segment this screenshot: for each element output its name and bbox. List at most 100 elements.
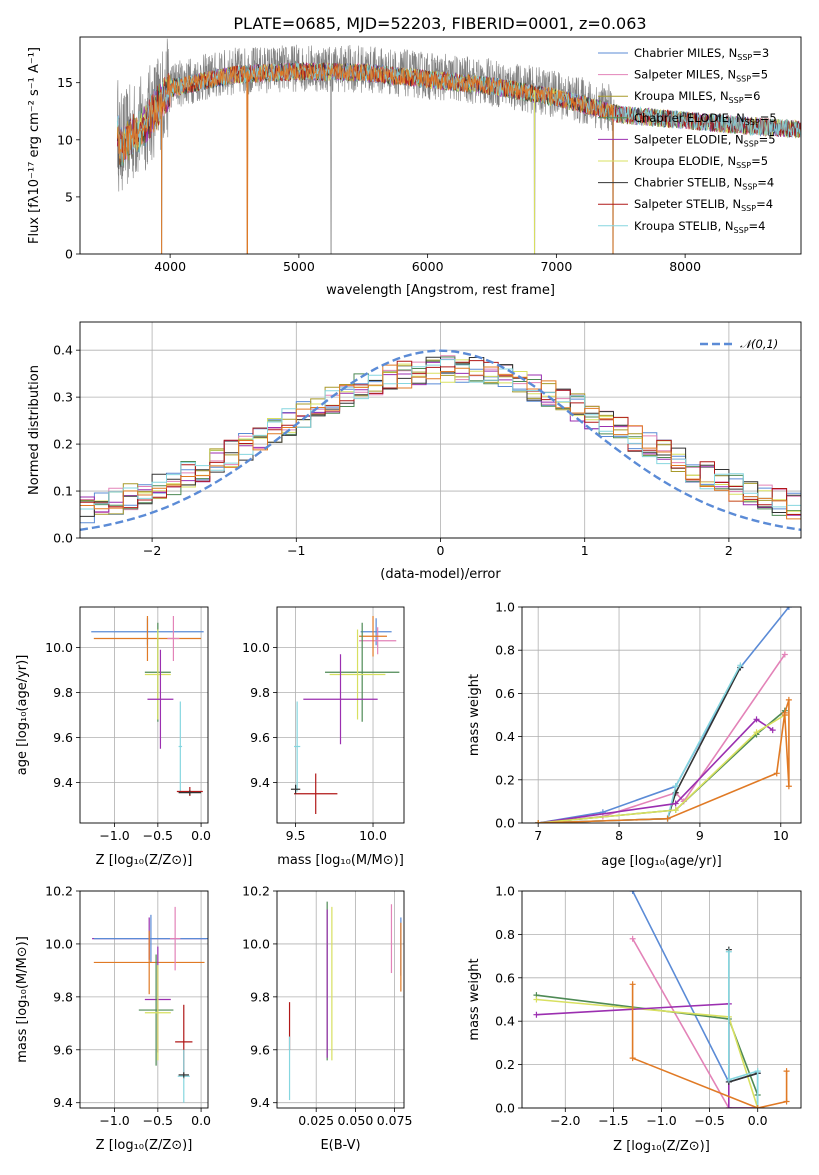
series [535,712,788,823]
y-tick-label: 0.2 [495,1057,515,1072]
figure-title: PLATE=0685, MJD=52203, FIBERID=0001, z=0… [233,14,646,33]
x-tick-label: 9.5 [286,828,306,843]
massweight-vs-age-panel: 7 8 9 10 0.0 0.2 0.4 0.6 0.8 1.0 age [log₁₀(age/yr… [467,600,802,869]
x-tick-label: 7 [534,828,542,843]
legend-entry: 𝒩(0,1) [740,337,778,351]
data-point [325,622,400,722]
spectrum-legend: Chabrier MILES, NSSP=3 Salpeter MILES, NS… [598,46,777,235]
data-point [147,649,174,749]
x-tick-label: −1.0 [646,1113,676,1128]
series-marker [769,727,776,734]
x-tick-label: 5000 [283,259,315,274]
y-axis-label: mass [log₁₀(M/M⊙)] [15,936,30,1063]
y-tick-label: 0.2 [495,772,515,787]
series-marker [725,1076,732,1083]
series-line [538,607,790,823]
series-line [538,718,774,823]
axes-frame [79,606,209,824]
y-tick-label: 1.0 [495,884,515,899]
series-line [728,951,759,1108]
y-tick-label: 9.4 [250,775,270,790]
series-marker [781,651,788,658]
y-tick-label: 0 [65,247,73,262]
x-tick-label: −0.5 [143,828,173,843]
data-point [93,616,202,661]
y-axis-label: Flux [fλ10⁻¹⁷ erg cm⁻² s⁻¹ A⁻¹] [27,47,42,244]
x-tick-label: 0.0 [748,1113,768,1128]
y-tick-label: 9.8 [250,685,270,700]
series-marker [664,815,671,822]
x-tick-label: −1.0 [99,828,129,843]
errorbars [290,616,400,814]
axes-frame [521,606,802,824]
legend-entry: Kroupa STELIB, NSSP=4 [634,219,765,235]
x-tick-label: −1.5 [598,1113,628,1128]
x-tick-label: 9 [696,828,704,843]
series-marker [725,1105,732,1108]
y-tick-label: 5 [65,189,73,204]
y-tick-label: 10.0 [45,936,73,951]
series-marker [533,996,540,1003]
mass-vs-Z-panel: −1.0 −0.5 0.0 9.4 9.6 9.8 10.0 10.2 Z [log₁₀(Z/Z… [15,884,211,1154]
y-tick-label: 9.6 [250,1042,270,1057]
age-vs-mass-panel: 9.5 10.0 9.4 9.6 9.8 10.0 mass [log₁₀(M/M⊙)] [242,606,405,868]
series-marker [535,820,542,823]
y-axis-label: age [log₁₀(age/yr)] [15,655,30,776]
series-marker [629,1055,636,1062]
errorbars [92,906,208,1103]
series-marker [629,981,636,988]
x-tick-label: 2 [725,543,733,558]
age-vs-Z-panel: −1.0 −0.5 0.0 9.4 9.6 9.8 10.0 Z [log₁₀(Z/Z⊙)] a… [15,606,211,868]
x-axis-label: E(B-V) [320,1138,360,1153]
errorbars [91,616,204,796]
series-marker [629,935,636,942]
data-point [329,629,386,720]
axes-frame [79,890,209,1109]
series-lines [535,607,792,823]
series [629,935,761,1108]
data-point [178,1072,189,1078]
legend-entry: Chabrier STELIB, NSSP=4 [634,176,774,192]
normal-curve [80,349,801,531]
y-tick-label: 9.6 [53,1042,73,1057]
y-tick-label: 0.0 [495,816,515,831]
x-tick-label: −1.0 [99,1113,129,1128]
errorbars [288,901,402,1101]
series-marker [672,807,679,814]
series-line [536,998,759,1108]
x-tick-label: 10 [773,828,789,843]
legend-entry: Chabrier ELODIE, NSSP=5 [634,111,777,127]
x-tick-label: −1 [287,543,305,558]
axes-frame [276,890,405,1109]
y-axis-label: Normed distribution [27,365,42,495]
legend-entry: Salpeter ELODIE, NSSP=5 [634,132,776,148]
data-point [93,930,205,995]
y-tick-label: 0.4 [495,1014,515,1029]
y-tick-label: 9.8 [53,685,73,700]
y-tick-label: 9.4 [250,1095,270,1110]
series-marker [753,729,760,736]
x-axis-label: wavelength [Angstrom, rest frame] [326,283,555,298]
y-tick-label: 9.6 [53,730,73,745]
y-tick-label: 0.4 [495,729,515,744]
series-line [538,654,786,823]
series-lines [533,891,790,1108]
y-tick-label: 0.3 [53,390,73,405]
series-marker [725,948,732,955]
data-point [294,701,301,792]
series-marker [783,1098,790,1105]
y-tick-label: 10.2 [45,884,73,899]
series-line [536,1002,758,1108]
series [535,607,792,823]
x-tick-label: 0.050 [337,1113,373,1128]
data-point [294,773,338,814]
x-tick-label: −2.0 [550,1113,580,1128]
series-marker [754,1105,761,1108]
series [725,948,761,1108]
series-marker [785,696,792,703]
spectrum-model-line [116,62,615,254]
series [535,696,792,823]
x-tick-label: −0.5 [694,1113,724,1128]
x-axis-label: age [log₁₀(age/yr)] [601,854,722,869]
